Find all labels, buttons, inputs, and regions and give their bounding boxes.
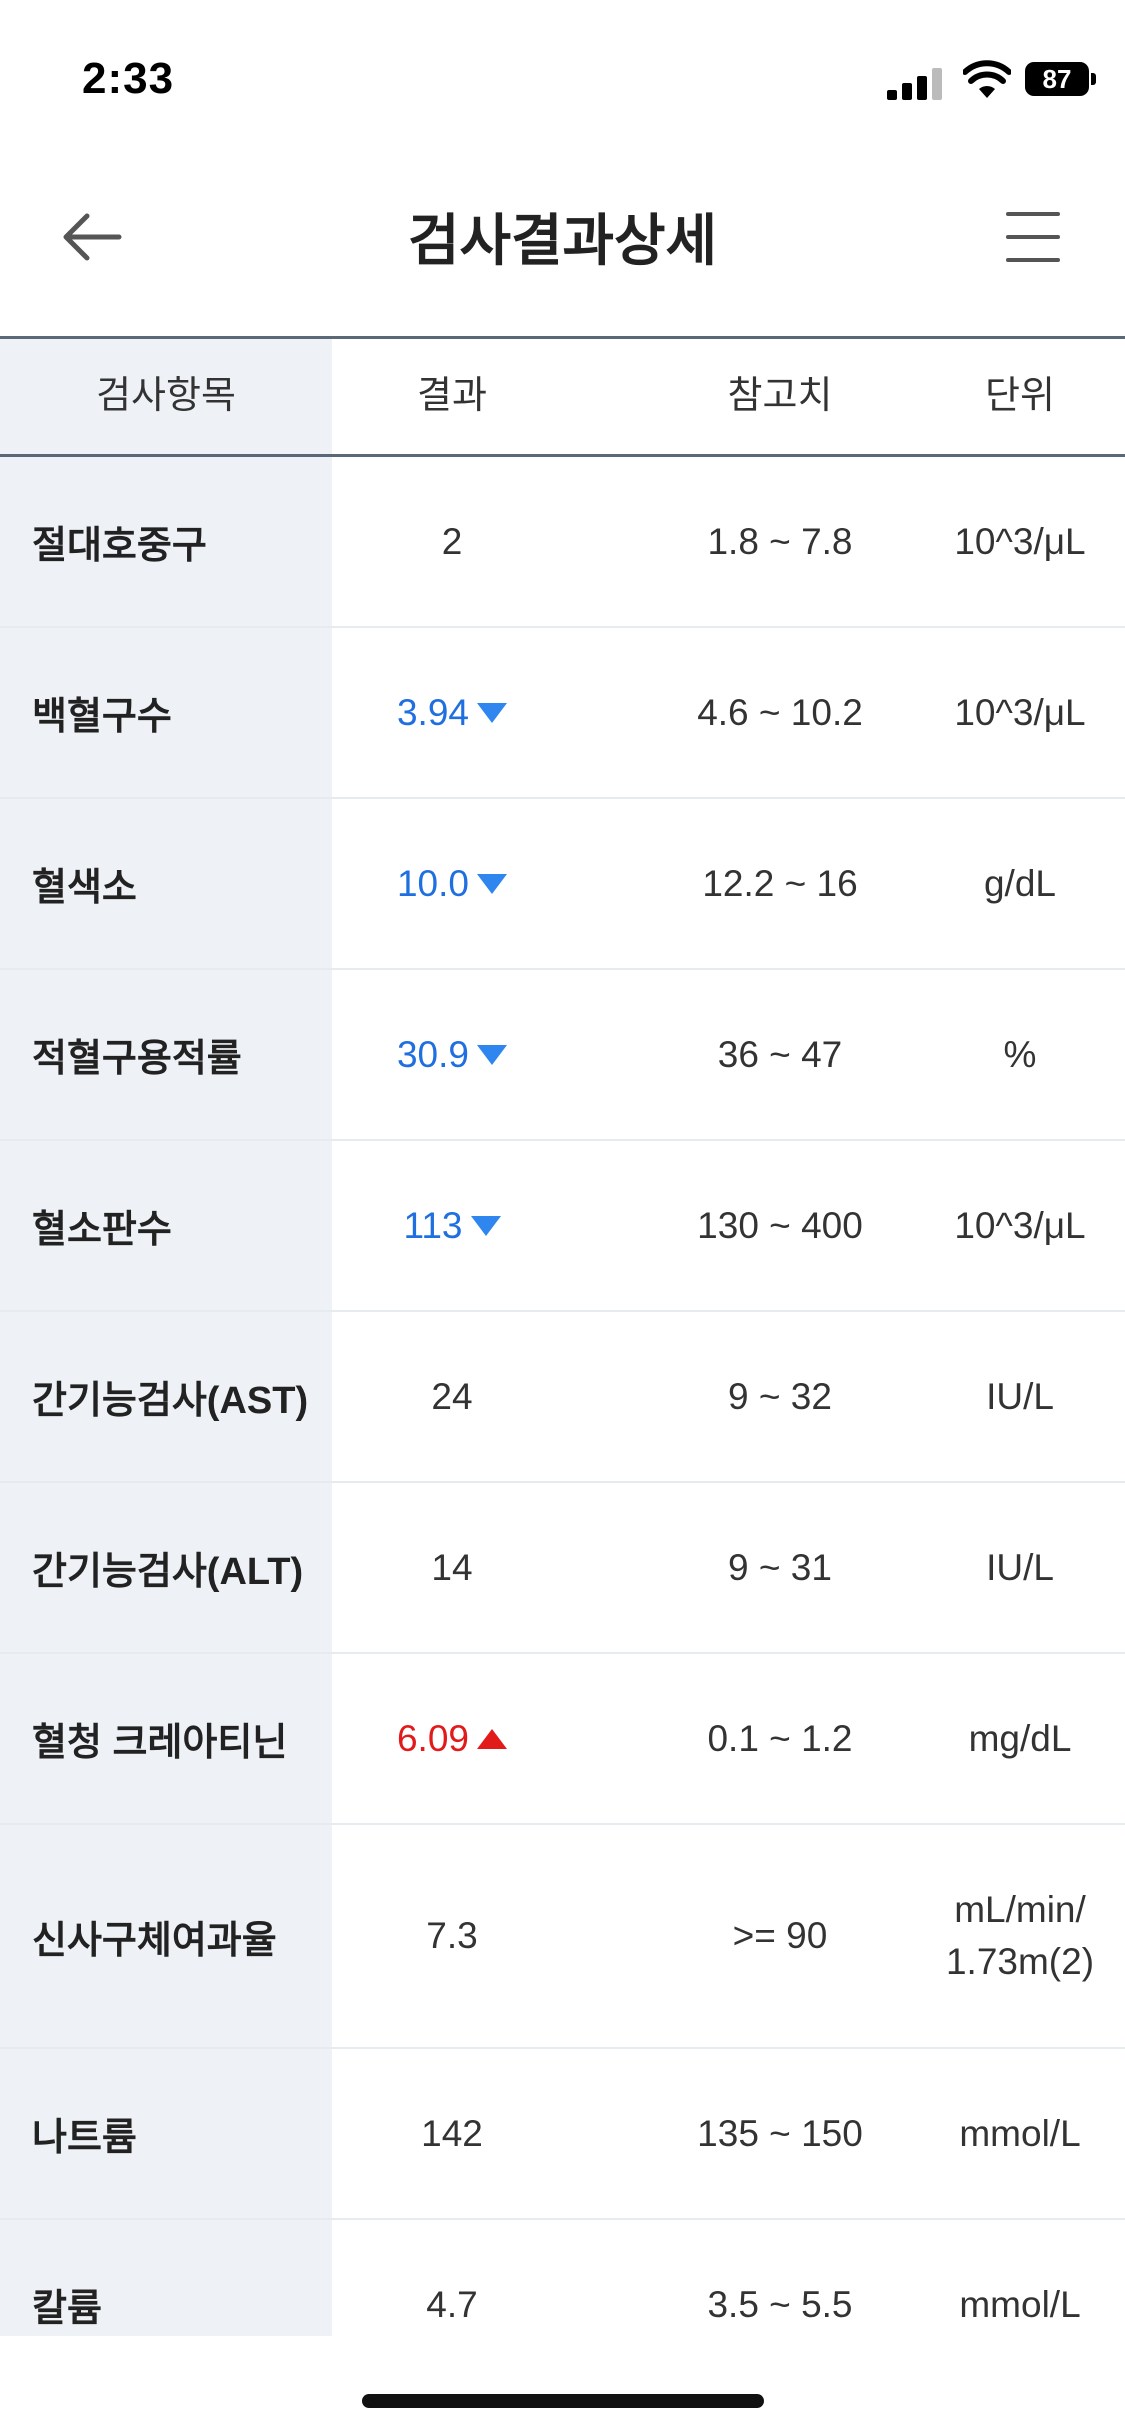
header-reference: 참고치 [727,375,833,417]
wifi-icon [963,60,1011,98]
result-value: 142 [421,2112,483,2154]
triangle-down-icon [477,702,507,723]
result-value: 10.0 [396,862,469,904]
test-result: 24 [332,1312,572,1481]
test-item-name: 혈청 크레아티닌 [32,1722,288,1764]
test-item-name: 혈소판수 [32,1209,172,1251]
table-row: 간기능검사(AST) 24 9 ~ 32 IU/L [0,1312,1125,1483]
reference-range: 36 ~ 47 [717,1033,843,1075]
test-item-name: 간기능검사(AST) [32,1380,309,1422]
unit: 10^3/μL [954,520,1086,562]
table-row: 백혈구수 3.94 4.6 ~ 10.2 10^3/μL [0,628,1125,799]
test-result: 4.7 [332,2220,572,2336]
unit: IU/L [986,1375,1054,1417]
test-item-name: 칼륨 [32,2288,102,2330]
test-item-name: 절대호중구 [32,525,207,567]
reference-range: 135 ~ 150 [697,2112,863,2154]
reference-range: 0.1 ~ 1.2 [707,1717,853,1759]
reference-range: 1.8 ~ 7.8 [707,520,853,562]
test-result: 10.0 [332,799,572,968]
reference-range: 12.2 ~ 16 [702,862,858,904]
unit-line-1: mL/min/ [954,1889,1086,1931]
cellular-signal-icon [887,68,943,100]
table-row: 혈색소 10.0 12.2 ~ 16 g/dL [0,799,1125,970]
page-title: 검사결과상세 [407,209,718,272]
reference-range: 4.6 ~ 10.2 [697,691,863,733]
result-value: 3.94 [396,691,469,733]
triangle-down-icon [477,873,507,894]
table-row: 절대호중구 2 1.8 ~ 7.8 10^3/μL [0,457,1125,628]
test-result: 6.09 [332,1654,572,1823]
test-item-name: 신사구체여과율 [32,1919,277,1962]
result-value: 30.9 [396,1033,469,1075]
result-value: 113 [403,1204,463,1246]
test-result: 2 [332,457,572,626]
test-result: 113 [332,1141,572,1310]
result-value: 14 [431,1546,473,1588]
result-value: 24 [431,1375,473,1417]
test-result: 7.3 [332,1825,572,2047]
header-item: 검사항목 [96,375,236,417]
unit: mL/min/1.73m(2) [940,1825,1100,2047]
table-row: 혈청 크레아티닌 6.09 0.1 ~ 1.2 mg/dL [0,1654,1125,1825]
unit: IU/L [986,1546,1054,1588]
unit: 10^3/μL [954,691,1086,733]
table-row: 신사구체여과율 7.3 >= 90 mL/min/1.73m(2) [0,1825,1125,2049]
status-icons: 87 [865,56,1125,100]
result-value: 4.7 [426,2283,478,2325]
result-value: 2 [441,520,463,562]
test-item-name: 혈색소 [32,867,137,909]
header-result: 결과 [417,375,487,417]
test-result: 142 [332,2049,572,2218]
test-result: 3.94 [332,628,572,797]
unit: mg/dL [968,1717,1072,1759]
test-item-name: 나트륨 [32,2117,137,2159]
test-item-name: 간기능검사(ALT) [32,1551,304,1593]
table-header: 검사항목 결과 참고치 단위 [0,336,1125,457]
battery-icon: 87 [1025,62,1089,96]
result-value: 7.3 [426,1915,478,1956]
label-column-background [0,336,332,2336]
triangle-down-icon [477,1044,507,1065]
home-indicator [362,2394,764,2408]
reference-range: >= 90 [732,1915,828,1956]
test-result: 14 [332,1483,572,1652]
reference-range: 130 ~ 400 [697,1204,863,1246]
reference-range: 3.5 ~ 5.5 [707,2283,853,2325]
triangle-down-icon [470,1215,501,1236]
table-row: 적혈구용적률 30.9 36 ~ 47% [0,970,1125,1141]
unit: mmol/L [959,2283,1081,2325]
battery-cap [1091,73,1096,85]
table-row: 칼륨 4.7 3.5 ~ 5.5 mmol/L [0,2220,1125,2336]
unit: % [1003,1033,1037,1075]
unit: 10^3/μL [954,1204,1086,1246]
back-arrow-icon[interactable] [55,200,129,274]
status-time: 2:33 [82,54,175,103]
nav-header: 검사결과상세 [0,160,1125,336]
table-row: 혈소판수 113 130 ~ 400 10^3/μL [0,1141,1125,1312]
results-table: 검사항목 결과 참고치 단위 절대호중구 2 1.8 ~ 7.8 10^3/μL 백혈구… [0,336,1125,2336]
table-row: 간기능검사(ALT) 14 9 ~ 31 IU/L [0,1483,1125,1654]
header-unit: 단위 [985,375,1055,417]
hamburger-menu-icon[interactable] [996,204,1068,270]
test-result: 30.9 [332,970,572,1139]
table-row: 나트륨 142 135 ~ 150 mmol/L [0,2049,1125,2220]
unit: g/dL [983,862,1056,904]
status-bar: 2:33 87 [0,0,1125,160]
reference-range: 9 ~ 32 [728,1375,832,1417]
test-item-name: 백혈구수 [32,696,172,738]
test-item-name: 적혈구용적률 [32,1038,242,1080]
unit-line-2: 1.73m(2) [945,1941,1095,1982]
unit: mmol/L [959,2112,1081,2154]
triangle-up-icon [477,1728,507,1749]
result-value: 6.09 [396,1717,469,1759]
reference-range: 9 ~ 31 [728,1546,832,1588]
